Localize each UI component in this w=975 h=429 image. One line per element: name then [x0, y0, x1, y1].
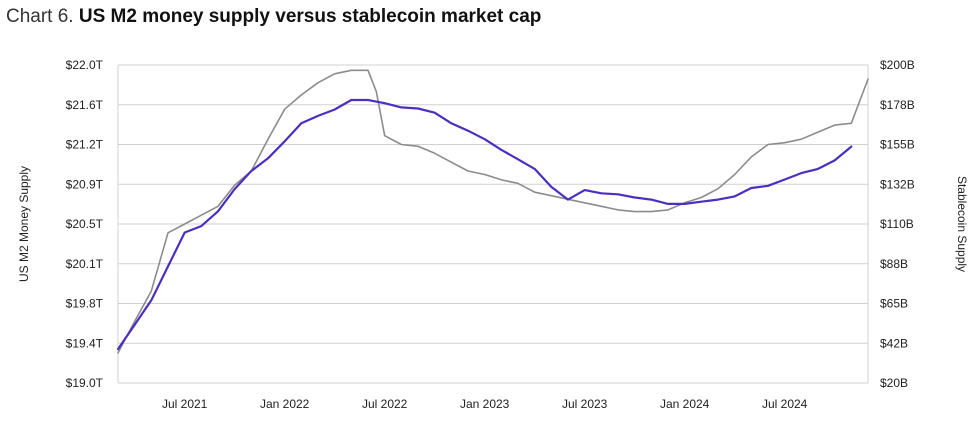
- x-tick-label: Jul 2024: [762, 397, 808, 411]
- left-tick-label: $19.4T: [66, 336, 104, 350]
- right-tick-label: $155B: [880, 138, 915, 152]
- series-lines: [116, 69, 869, 354]
- x-tick-label: Jul 2021: [162, 397, 208, 411]
- right-axis-tick-labels: $20B $42B $65B $88B $110B $132B $155B $178B $200…: [880, 58, 915, 390]
- left-tick-label: $19.8T: [66, 297, 104, 311]
- right-tick-label: $65B: [880, 297, 908, 311]
- x-tick-label: Jan 2024: [660, 397, 710, 411]
- chart-title: Chart 6. US M2 money supply versus stabl…: [6, 6, 541, 28]
- right-axis-label: Stablecoin Supply: [955, 176, 969, 272]
- left-axis-label: US M2 Money Supply: [17, 166, 31, 282]
- right-tick-label: $20B: [880, 376, 908, 390]
- left-tick-label: $20.9T: [66, 177, 104, 191]
- chart-title-text: US M2 money supply versus stablecoin mar…: [78, 6, 542, 27]
- x-axis-tick-labels: Jul 2021 Jan 2022 Jul 2022 Jan 2023 Jul 2023…: [162, 397, 808, 411]
- series-line-stablecoin: [117, 69, 869, 354]
- left-tick-label: $21.6T: [66, 98, 104, 112]
- left-tick-label: $22.0T: [66, 58, 104, 72]
- right-tick-label: $110B: [880, 217, 914, 231]
- left-tick-label: $20.1T: [66, 257, 104, 271]
- right-tick-label: $178B: [880, 98, 915, 112]
- x-tick-label: Jul 2023: [562, 397, 608, 411]
- left-tick-label: $20.5T: [66, 217, 104, 231]
- series-line-m2: [116, 98, 853, 351]
- x-tick-label: Jan 2023: [460, 397, 510, 411]
- right-tick-label: $132B: [880, 177, 915, 191]
- left-axis-tick-labels: $19.0T $19.4T $19.8T $20.1T $20.5T $20.9T $21.…: [66, 58, 104, 390]
- right-tick-label: $200B: [880, 58, 915, 72]
- gridlines: [117, 64, 869, 384]
- x-tick-label: Jul 2022: [362, 397, 408, 411]
- chart-title-prefix: Chart 6.: [6, 6, 74, 27]
- left-tick-label: $19.0T: [66, 376, 104, 390]
- right-tick-label: $88B: [880, 257, 908, 271]
- x-tick-label: Jan 2022: [260, 397, 310, 411]
- left-tick-label: $21.2T: [66, 138, 104, 152]
- right-tick-label: $42B: [880, 336, 908, 350]
